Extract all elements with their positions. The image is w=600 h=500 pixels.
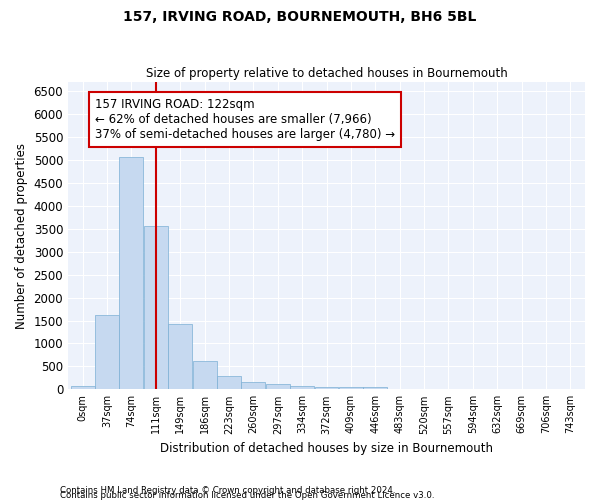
X-axis label: Distribution of detached houses by size in Bournemouth: Distribution of detached houses by size … <box>160 442 493 455</box>
Text: 157 IRVING ROAD: 122sqm
← 62% of detached houses are smaller (7,966)
37% of semi: 157 IRVING ROAD: 122sqm ← 62% of detache… <box>95 98 395 141</box>
Bar <box>71 386 95 390</box>
Text: 157, IRVING ROAD, BOURNEMOUTH, BH6 5BL: 157, IRVING ROAD, BOURNEMOUTH, BH6 5BL <box>124 10 476 24</box>
Bar <box>241 382 265 390</box>
Bar <box>290 386 314 390</box>
Bar <box>217 376 241 390</box>
Bar <box>144 226 168 390</box>
Bar <box>193 361 217 390</box>
Bar <box>266 384 290 390</box>
Bar <box>95 314 119 390</box>
Y-axis label: Number of detached properties: Number of detached properties <box>15 142 28 328</box>
Bar <box>314 387 338 390</box>
Text: Contains public sector information licensed under the Open Government Licence v3: Contains public sector information licen… <box>60 491 434 500</box>
Bar <box>339 387 363 390</box>
Bar <box>364 387 387 390</box>
Bar <box>119 158 143 390</box>
Bar <box>168 324 192 390</box>
Title: Size of property relative to detached houses in Bournemouth: Size of property relative to detached ho… <box>146 66 508 80</box>
Text: Contains HM Land Registry data © Crown copyright and database right 2024.: Contains HM Land Registry data © Crown c… <box>60 486 395 495</box>
